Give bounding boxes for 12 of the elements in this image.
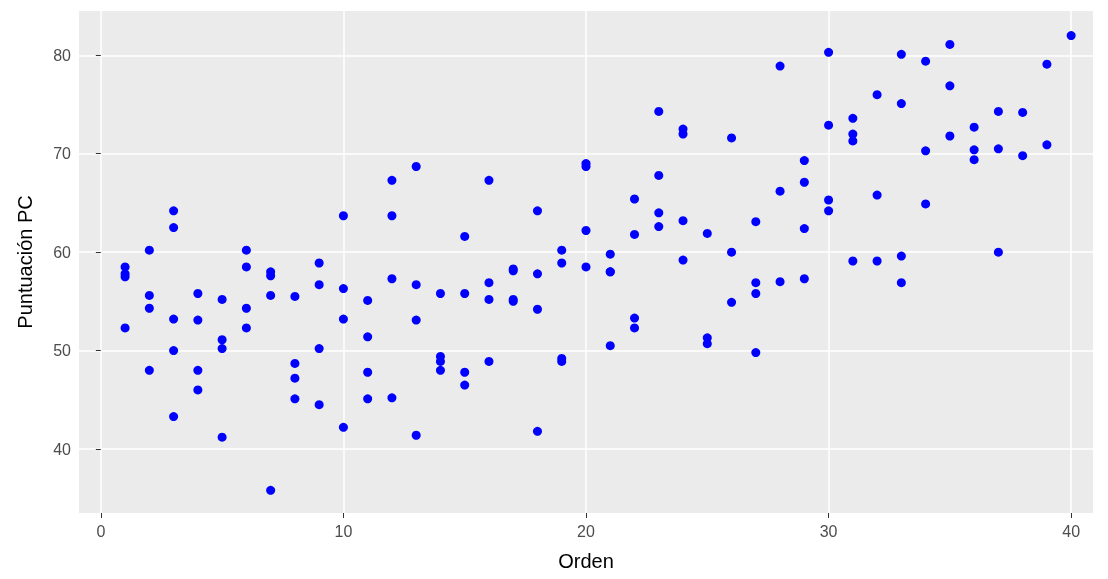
y-tick-label: 50 — [53, 342, 72, 360]
x-tick-label: 40 — [1062, 522, 1081, 540]
x-axis-title: Orden — [558, 550, 614, 572]
x-tick-label: 30 — [819, 522, 838, 540]
y-tick-label: 40 — [53, 440, 72, 458]
x-tick-label: 20 — [577, 522, 595, 540]
x-tick-label: 10 — [334, 522, 353, 540]
y-tick-label: 60 — [53, 243, 72, 261]
y-tick-label: 70 — [53, 145, 72, 163]
x-tick-label: 0 — [96, 522, 106, 540]
y-tick-label: 80 — [53, 46, 72, 64]
y-axis-title: Puntuación PC — [14, 195, 36, 329]
